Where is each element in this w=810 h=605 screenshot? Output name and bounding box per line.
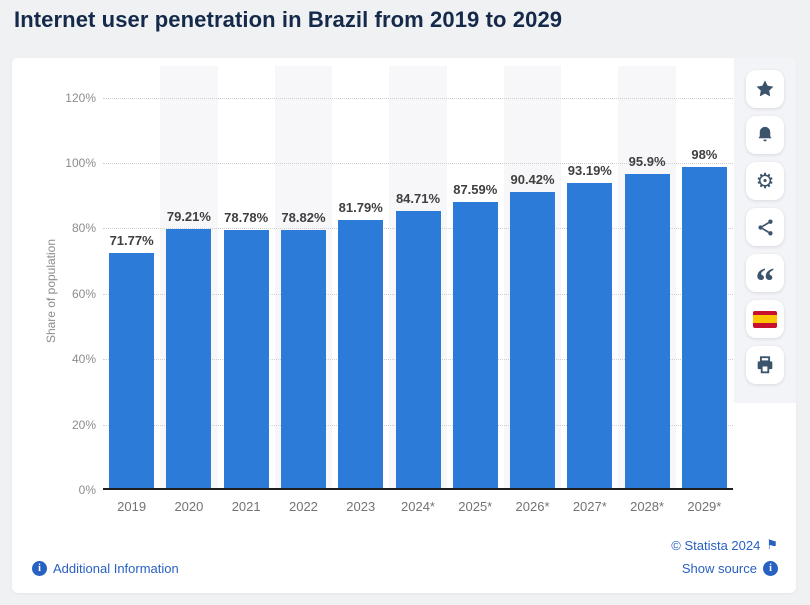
cite-button[interactable]: “ (746, 254, 784, 301)
gridline (103, 162, 733, 164)
bar-value-label: 87.59% (453, 181, 498, 197)
x-tick-label: 2022 (288, 499, 318, 514)
x-tick-label: 2027* (572, 499, 607, 514)
copyright-label: © Statista 2024 (671, 538, 761, 553)
bar[interactable] (338, 220, 384, 488)
show-source-label: Show source (681, 561, 757, 576)
x-tick-label: 2020 (174, 499, 204, 514)
y-axis-title: Share of population (44, 238, 58, 344)
bar-value-label: 98% (691, 147, 718, 163)
x-tick-label: 2023 (346, 499, 376, 514)
bell-icon (754, 124, 776, 146)
bar-value-label: 78.82% (281, 210, 326, 226)
y-tick-label: 20% (71, 417, 96, 432)
star-icon (754, 78, 776, 100)
x-axis-line (103, 488, 733, 490)
page-title: Internet user penetration in Brazil from… (14, 7, 563, 32)
gear-icon: ⚙ (755, 168, 775, 193)
bar-value-label: 95.9% (628, 154, 666, 170)
x-tick-label: 2019 (117, 499, 147, 514)
x-tick-label: 2029* (687, 499, 722, 514)
printer-icon (754, 354, 776, 376)
bar[interactable] (681, 167, 727, 488)
bar[interactable] (567, 183, 613, 488)
favorite-button[interactable] (746, 70, 784, 108)
bar[interactable] (624, 174, 670, 488)
bar-value-label: 78.78% (224, 210, 269, 226)
bar-chart: 0% 20% 40% 60% 80% 100% 120% 71.77% 2019 79.21% 20… (12, 58, 796, 593)
y-tick-label: 0% (78, 483, 96, 497)
share-button[interactable] (746, 208, 784, 246)
bar[interactable] (395, 210, 441, 488)
notifications-button[interactable] (746, 116, 784, 154)
copyright-link[interactable]: © Statista 2024 ⚑ (671, 538, 778, 553)
settings-button[interactable]: ⚙ (746, 162, 784, 200)
info-icon: i (32, 561, 47, 576)
spain-flag-icon (753, 310, 777, 328)
print-button[interactable] (746, 346, 784, 384)
bar-value-label: 90.42% (510, 172, 555, 188)
chart-card: 0% 20% 40% 60% 80% 100% 120% 71.77% 2019 79.21% 20… (12, 58, 796, 593)
x-tick-label: 2028* (630, 499, 665, 514)
x-tick-label: 2025* (458, 499, 493, 514)
x-tick-label: 2024* (401, 499, 435, 514)
additional-information-link[interactable]: i Additional Information (32, 561, 179, 576)
x-tick-label: 2021 (231, 499, 261, 514)
y-tick-label: 40% (71, 352, 96, 367)
language-spanish-button[interactable] (746, 300, 784, 338)
additional-information-label: Additional Information (53, 561, 179, 576)
toolbar-rail: ⚙ “ (734, 58, 796, 403)
bar[interactable] (452, 201, 498, 488)
flag-icon: ⚑ (766, 538, 778, 553)
share-icon (755, 217, 776, 238)
bar[interactable] (510, 192, 556, 488)
show-source-link[interactable]: Show source i (682, 561, 778, 576)
bar-value-label: 84.71% (395, 190, 441, 206)
bar[interactable] (280, 230, 326, 488)
info-icon: i (763, 561, 778, 576)
y-tick-label: 80% (71, 221, 96, 236)
bar[interactable] (109, 253, 155, 488)
y-tick-label: 100% (65, 155, 96, 170)
bar-value-label: 93.19% (567, 163, 612, 179)
gridline (103, 97, 733, 99)
x-tick-label: 2026* (515, 499, 550, 514)
bar[interactable] (223, 230, 269, 488)
bar-value-label: 71.77% (109, 233, 154, 249)
bar-value-label: 81.79% (338, 200, 383, 216)
y-tick-label: 120% (65, 90, 96, 105)
bar-value-label: 79.21% (166, 208, 211, 224)
bar[interactable] (166, 228, 212, 488)
